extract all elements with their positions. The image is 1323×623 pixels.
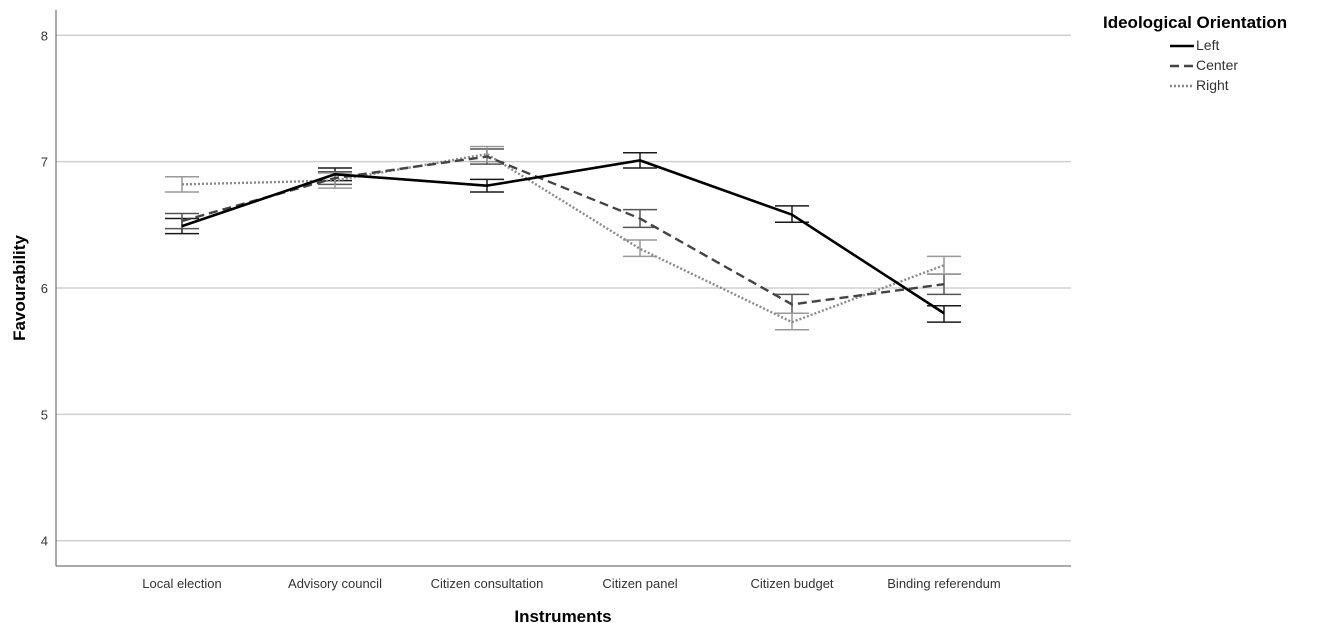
x-tick-label: Advisory council (288, 576, 382, 591)
legend-label: Center (1196, 57, 1238, 73)
y-tick-label: 8 (41, 28, 48, 43)
y-tick-label: 6 (41, 281, 48, 296)
series-line-right (181, 152, 945, 324)
axes (55, 10, 1071, 567)
error-bar-left (927, 304, 961, 323)
legend-item-right: Right (1170, 77, 1229, 93)
x-tick-label: Citizen consultation (431, 576, 544, 591)
series-line-left (181, 159, 945, 315)
legend: Ideological Orientation Left Center Right (1103, 13, 1287, 93)
grid-lines (56, 34, 1071, 542)
legend-title: Ideological Orientation (1103, 13, 1287, 32)
x-tick-label: Citizen budget (750, 576, 833, 591)
series-lines (181, 152, 945, 324)
x-tick-label: Local election (142, 576, 222, 591)
legend-item-left: Left (1170, 37, 1219, 53)
legend-item-center: Center (1170, 57, 1238, 73)
error-bar-right (623, 239, 657, 258)
legend-label: Left (1196, 37, 1219, 53)
legend-items: Left Center Right (1170, 37, 1238, 93)
y-tick-labels: 4 5 6 7 8 (41, 28, 48, 548)
y-tick-label: 4 (41, 534, 48, 549)
legend-label: Right (1196, 77, 1229, 93)
y-tick-label: 5 (41, 407, 48, 422)
x-tick-labels: Local election Advisory council Citizen co… (142, 576, 1000, 591)
x-axis-title: Instruments (514, 607, 611, 623)
y-axis-title: Favourability (10, 235, 29, 341)
error-bar-right (927, 255, 961, 275)
y-tick-label: 7 (41, 155, 48, 170)
series-line-center (181, 155, 945, 306)
x-tick-label: Binding referendum (887, 576, 1000, 591)
x-tick-label: Citizen panel (602, 576, 677, 591)
